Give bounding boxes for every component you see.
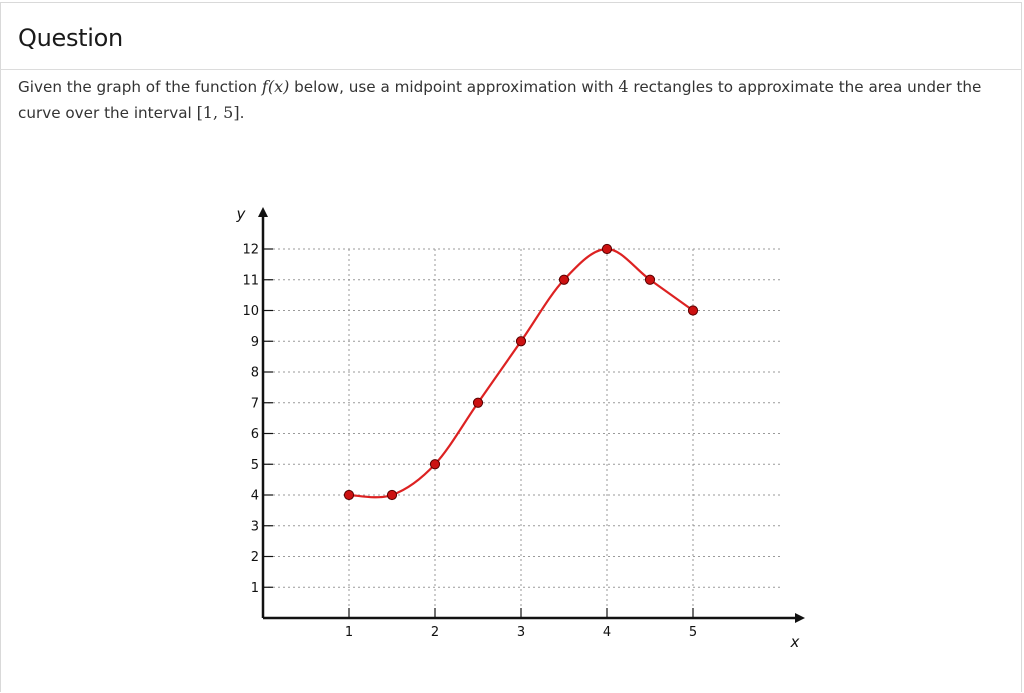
data-point — [386, 489, 398, 501]
data-point — [429, 459, 441, 470]
y-tick-label: 8 — [251, 366, 259, 381]
function-notation: f(x) — [261, 77, 290, 96]
question-text-part3: rectangles to approximate the area under… — [18, 78, 982, 122]
data-point — [601, 243, 613, 255]
title-divider — [0, 69, 1022, 70]
grid-lines — [263, 248, 780, 618]
y-tick-label: 5 — [251, 458, 259, 473]
question-text-part2: below, use a midpoint approximation with — [294, 78, 614, 96]
data-point — [558, 274, 570, 285]
x-tick-label: 4 — [603, 625, 611, 640]
question-text-part1: Given the graph of the function — [18, 78, 258, 96]
x-tick-label: 2 — [431, 625, 439, 640]
x-tick-label: 1 — [345, 625, 353, 640]
interval-notation: [1, 5] — [196, 103, 240, 122]
data-point — [472, 397, 484, 408]
question-text: Given the graph of the function f(x) bel… — [18, 74, 1008, 126]
x-tick-label: 3 — [517, 625, 525, 640]
x-axis-label: x — [790, 633, 800, 651]
y-tick-label: 1 — [251, 581, 259, 596]
data-point — [687, 305, 699, 316]
y-tick-label: 2 — [251, 550, 259, 565]
axes — [258, 207, 805, 623]
y-tick-label: 10 — [242, 304, 259, 319]
y-tick-label: 6 — [251, 427, 259, 442]
data-point — [515, 336, 527, 347]
data-point — [343, 489, 355, 501]
y-tick-label: 4 — [251, 489, 259, 504]
y-tick-label: 7 — [251, 396, 259, 411]
data-points — [343, 243, 699, 501]
y-tick-label: 11 — [242, 273, 259, 288]
rectangle-count: 4 — [618, 77, 629, 96]
x-tick-label: 5 — [689, 625, 697, 640]
y-tick-label: 3 — [251, 519, 259, 534]
y-axis-label: y — [236, 205, 247, 223]
y-tick-label: 12 — [242, 243, 259, 258]
question-text-end: . — [239, 104, 245, 122]
data-point — [644, 274, 656, 285]
y-tick-label: 9 — [251, 335, 259, 350]
page-title: Question — [18, 24, 123, 52]
